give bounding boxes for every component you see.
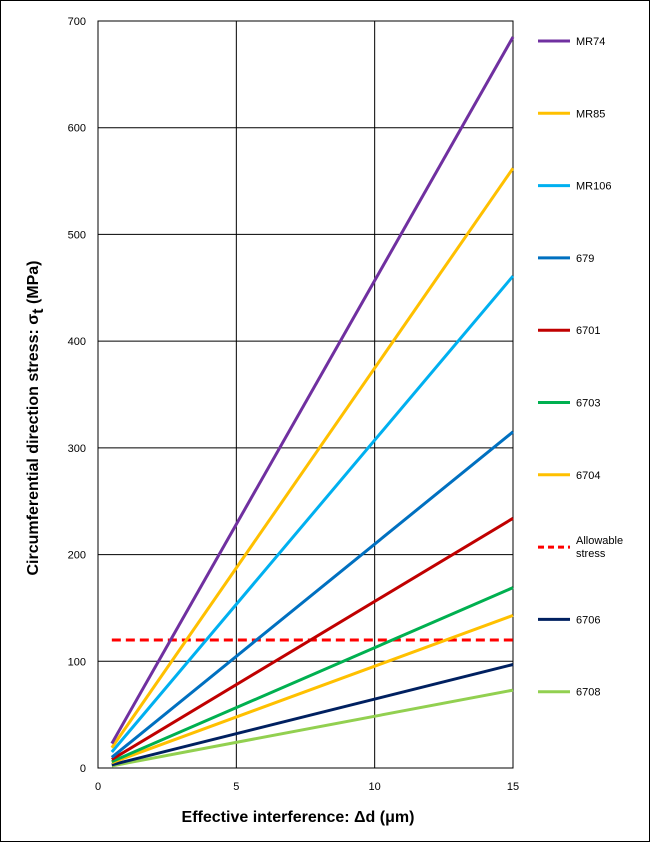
series-line-mr106 <box>110 275 515 753</box>
series-line-6706 <box>111 663 514 767</box>
legend-label-6704: 6704 <box>576 470 600 482</box>
legend-label-6706: 6706 <box>576 614 600 626</box>
plot-area <box>97 20 514 769</box>
legend-label-6701: 6701 <box>576 325 600 337</box>
y-axis-title-unit: (MPa) <box>25 260 42 308</box>
series-line-mr85 <box>110 167 515 749</box>
legend-label-mr74: MR74 <box>576 36 605 48</box>
y-tick-label: 400 <box>68 336 86 348</box>
y-axis-title-subscript: t <box>30 308 47 314</box>
y-tick-label: 700 <box>68 16 86 28</box>
legend-label-mr85: MR85 <box>576 108 605 120</box>
series-line-6703 <box>111 586 514 763</box>
legend-label-mr106: MR106 <box>576 181 611 193</box>
series-line-679 <box>110 430 514 759</box>
tick-labels: 0 100 200 300 400 500 600 700 0 5 10 15 <box>68 16 519 793</box>
grid <box>97 20 514 769</box>
x-tick-label: 0 <box>95 781 101 793</box>
x-tick-label: 10 <box>369 781 381 793</box>
legend-label-allowable-stress: Allowable stress <box>576 535 623 560</box>
y-tick-label: 200 <box>68 550 86 562</box>
series-line-6701 <box>111 517 514 761</box>
legend-label-679: 679 <box>576 253 594 265</box>
y-axis-title: Circumferential direction stress: σt (MP… <box>25 260 47 575</box>
series-lines <box>110 36 515 768</box>
legend-label-6708: 6708 <box>576 687 600 699</box>
legend-label-6703: 6703 <box>576 398 600 410</box>
y-tick-label: 0 <box>80 763 86 775</box>
x-axis-title: Effective interference: Δd (μm) <box>182 809 415 826</box>
y-tick-label: 300 <box>68 443 86 455</box>
y-tick-label: 100 <box>68 656 86 668</box>
x-tick-label: 15 <box>507 781 519 793</box>
y-axis-title-main: Circumferential direction stress: σ <box>25 314 42 576</box>
y-tick-label: 500 <box>68 229 86 241</box>
series-line-6708 <box>111 688 514 768</box>
legend: MR74 MR85 MR106 679 6701 6703 6704 Allowable str… <box>538 36 623 699</box>
series-line-6704 <box>111 613 514 765</box>
x-tick-label: 5 <box>233 781 239 793</box>
y-tick-label: 600 <box>68 123 86 135</box>
series-line-mr74 <box>110 36 515 745</box>
